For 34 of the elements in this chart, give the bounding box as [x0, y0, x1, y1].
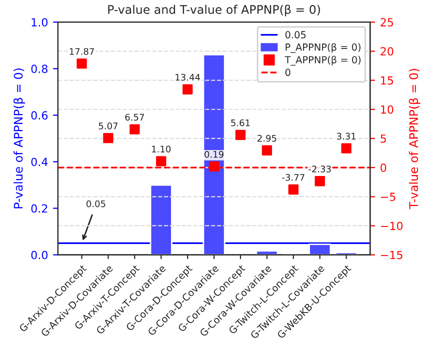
y2-tick-label: 15: [381, 76, 394, 85]
y-tick-label: 0.6: [31, 111, 48, 120]
y-tick-label: 1.0: [32, 18, 48, 26]
legend-label: 0.05: [285, 31, 306, 38]
data-label: -3.77: [282, 174, 304, 181]
y2-tick-label: −10: [381, 222, 403, 230]
data-label: 17.87: [70, 48, 94, 55]
annotation: 0.05: [86, 200, 106, 208]
data-label: 13.44: [176, 74, 200, 81]
data-label: 1.10: [152, 146, 171, 152]
y2-tick-label: −15: [381, 250, 402, 260]
y-tick-label: 0.2: [31, 204, 48, 213]
y-tick-label: 0.0: [31, 250, 48, 260]
legend-label: T_APPNP(β = 0): [284, 56, 361, 66]
y2-tick-label: 25: [380, 18, 394, 26]
data-label: 5.61: [231, 119, 250, 126]
data-label: 6.57: [125, 114, 144, 121]
y-axis-title: P-value of APPNP(β = 0): [14, 68, 26, 208]
y2-tick-label: 5: [380, 134, 386, 143]
y-tick-label: 0.4: [31, 158, 48, 166]
legend-label: P_APPNP(β = 0): [286, 43, 360, 53]
data-label: 0.19: [204, 150, 224, 158]
legend-label: 0: [285, 68, 290, 76]
data-label: 5.07: [98, 122, 118, 130]
y-tick-label: 0.8: [31, 64, 48, 74]
y2-tick-label: 10: [381, 105, 394, 114]
data-label: 2.95: [258, 134, 276, 142]
y2-axis-title: T-value of APPNP(β = 0): [408, 68, 420, 210]
data-label: 3.31: [336, 132, 356, 140]
y2-tick-label: −5: [381, 192, 396, 202]
y2-tick-label: 0: [380, 164, 386, 172]
chart-title: P-value and T-value of APPNP(β = 0): [108, 4, 320, 16]
y2-tick-label: 20: [380, 47, 394, 56]
data-label: -2.33: [308, 166, 331, 172]
